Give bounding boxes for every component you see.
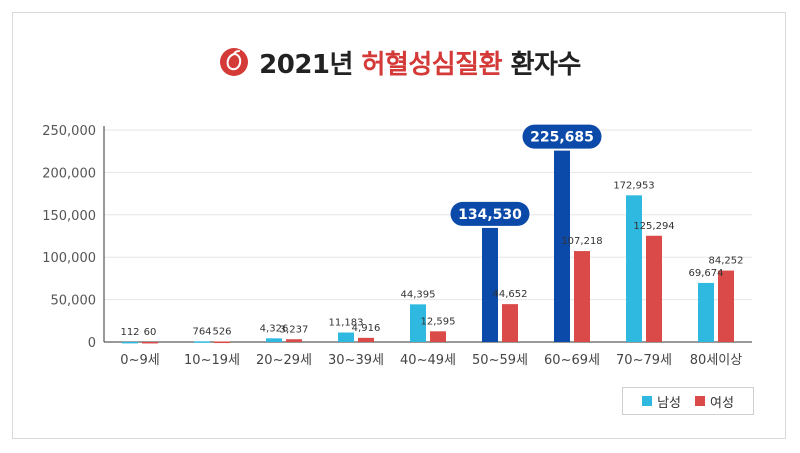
data-label-male: 44,395 [401,289,436,300]
legend-label-female: 여성 [710,395,734,411]
bar-male [554,150,570,342]
tomato-logo-icon [220,48,249,76]
data-label-male: 134,530 [458,207,522,223]
data-label-male: 4,326 [260,323,289,334]
x-tick-label: 80세이상 [690,353,742,368]
x-tick-label: 40~49세 [400,353,456,368]
bar-female [574,251,590,342]
chart-title: 2021년 허혈성심질환 환자수 [0,42,800,82]
legend-item-male: 남성 [642,392,681,411]
bar-male [122,341,138,344]
data-label-female: 60 [144,327,157,338]
legend: 남성 여성 [622,387,754,415]
data-label-male: 11,183 [329,318,364,329]
data-label-male: 69,674 [689,268,724,279]
legend-swatch-female [695,396,705,406]
x-tick-label: 60~69세 [544,353,600,368]
data-label-male: 764 [192,326,211,337]
x-tick-label: 10~19세 [184,353,240,368]
data-label-female: 12,595 [421,316,456,327]
bar-male [266,338,282,342]
data-label-female: 3,237 [280,324,309,335]
bar-male [698,282,714,342]
title-text: 2021년 허혈성심질환 환자수 [259,44,581,81]
data-label-female: 4,916 [352,323,381,334]
x-tick-label: 50~59세 [472,353,528,368]
bar-female [718,270,734,342]
y-tick-label: 100,000 [42,251,96,266]
x-tick-label: 30~39세 [328,353,384,368]
data-label-male: 225,685 [530,130,594,146]
y-tick-label: 0 [88,336,96,351]
legend-label-male: 남성 [657,395,681,411]
bar-female [502,304,518,342]
data-label-male: 112 [120,327,139,338]
bar-male [410,304,426,342]
x-tick-label: 20~29세 [256,353,312,368]
data-label-female: 526 [212,327,231,338]
data-label-male: 172,953 [613,180,654,191]
data-label-female: 125,294 [633,221,674,232]
data-label-female: 44,652 [493,289,528,300]
highlight-pill [450,201,530,226]
bar-male [338,332,354,342]
bar-male [626,195,642,342]
highlight-pill [522,124,602,149]
x-tick-label: 70~79세 [616,353,672,368]
legend-item-female: 여성 [695,392,734,411]
y-tick-label: 200,000 [42,166,96,181]
bar-male [482,227,498,342]
chart-frame [12,12,786,439]
bar-male [194,341,210,343]
y-tick-label: 50,000 [51,294,97,309]
title-highlight: 허혈성심질환 [361,49,503,80]
title-prefix: 2021년 [259,49,353,80]
bar-female [358,337,374,342]
y-tick-label: 250,000 [42,124,96,139]
bar-female [142,341,158,344]
data-label-female: 84,252 [709,256,744,267]
bar-female [646,235,662,342]
data-label-female: 107,218 [561,236,602,247]
title-suffix: 환자수 [510,49,582,80]
y-tick-label: 150,000 [42,209,96,224]
bar-female [286,339,302,342]
x-tick-label: 0~9세 [120,353,159,368]
bar-female [430,331,446,342]
legend-swatch-male [642,396,653,406]
bar-female [214,341,230,344]
